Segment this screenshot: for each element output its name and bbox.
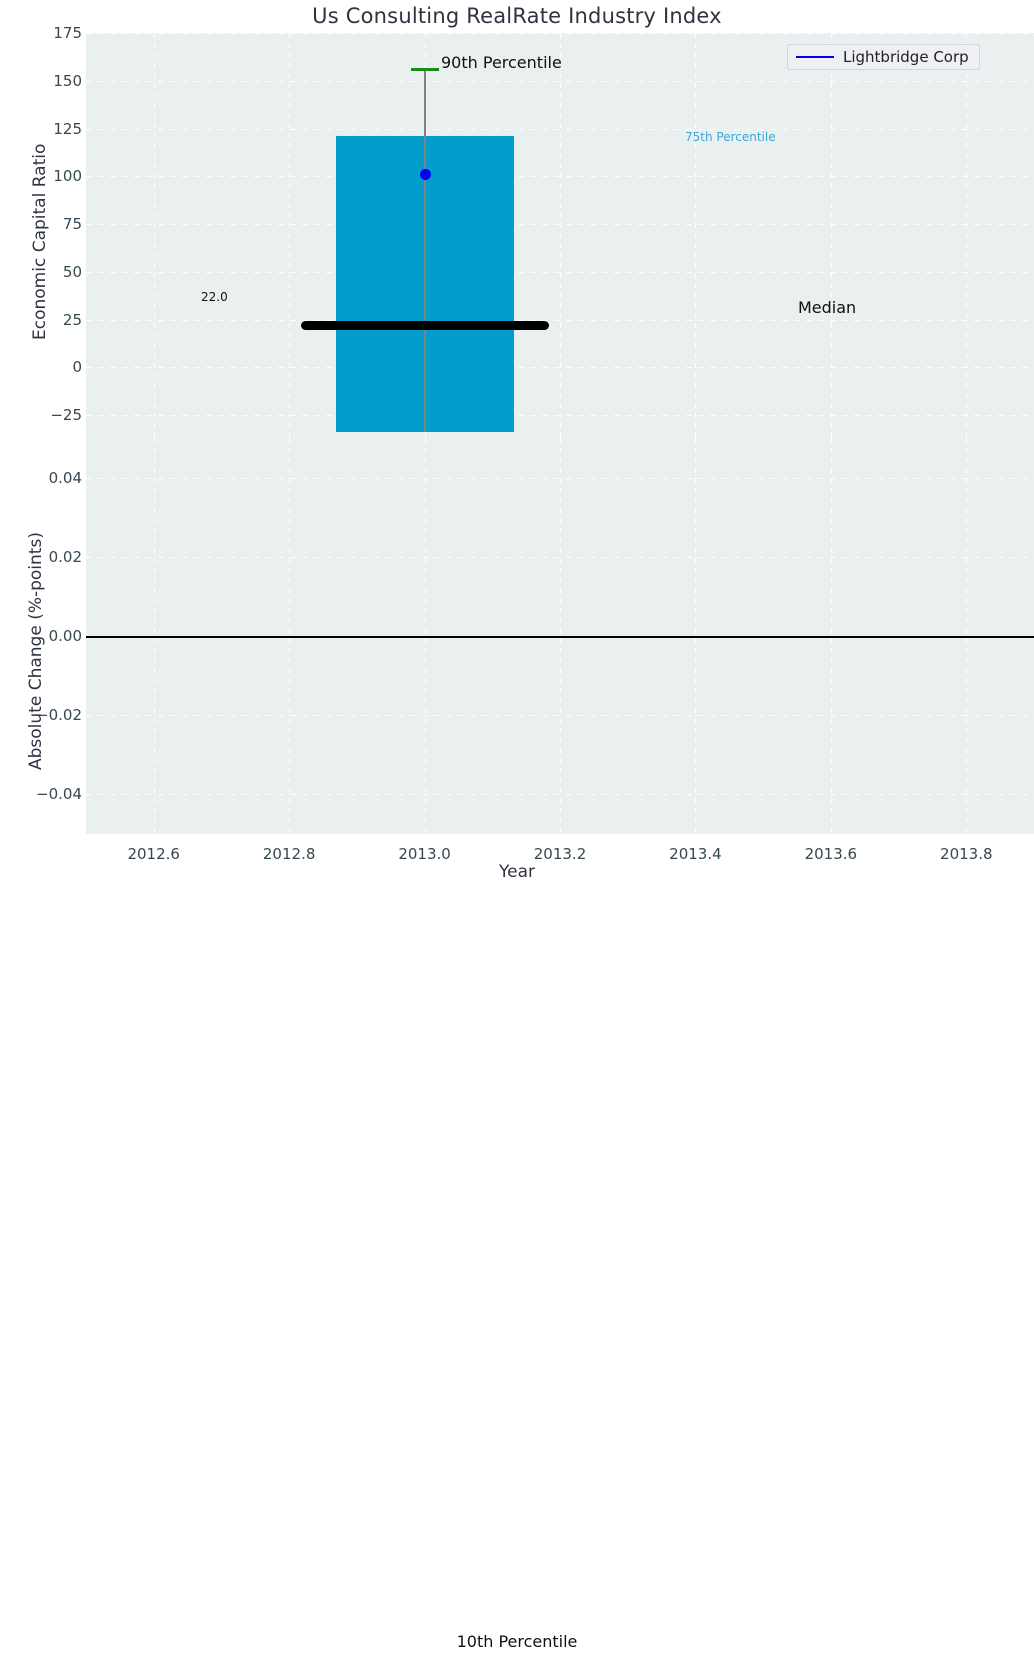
- x-axis-tick-label: 2012.6: [127, 845, 180, 863]
- y-axis-tick-label: −0.02: [36, 706, 82, 725]
- median-line: [300, 321, 549, 331]
- y-axis-tick-label: 150: [53, 71, 82, 90]
- x-axis-tick-label: 2013.6: [804, 845, 858, 863]
- y-axis-tick-label: 100: [53, 167, 82, 186]
- chart-title: Us Consulting RealRate Industry Index: [312, 4, 722, 28]
- y-axis-tick-label: 0.04: [48, 468, 82, 487]
- whisker-line: [423, 69, 426, 433]
- gridline-horizontal: [86, 715, 1034, 717]
- gridline-vertical: [966, 33, 968, 438]
- annotation-90th-percentile: 90th Percentile: [441, 53, 562, 72]
- y-axis-tick-label: 50: [62, 262, 82, 281]
- gridline-horizontal: [86, 556, 1034, 558]
- x-axis-tick-label: 2012.8: [262, 845, 316, 863]
- gridline-horizontal: [86, 319, 1034, 321]
- y-axis-tick-label: 0.02: [48, 547, 82, 566]
- chart-legend[interactable]: Lightbridge Corp: [787, 44, 980, 70]
- top-plot-area: [86, 33, 1034, 438]
- x-axis-tick-label: 2013.2: [533, 845, 587, 863]
- legend-line-swatch: [796, 56, 834, 58]
- x-axis-label: Year: [499, 862, 535, 882]
- annotation-10th-percentile: 10th Percentile: [456, 1632, 578, 1651]
- x-axis-tick-label: 2013.0: [398, 845, 451, 863]
- whisker-cap-90th: [410, 68, 439, 72]
- zero-baseline: [86, 636, 1034, 638]
- gridline-vertical: [560, 33, 561, 438]
- legend-label-lightbridge-corp: Lightbridge Corp: [843, 48, 969, 66]
- gridline-horizontal: [86, 224, 1034, 226]
- annotation-75th-percentile: 75th Percentile: [685, 130, 776, 144]
- annotation-median: Median: [798, 298, 857, 317]
- gridline-horizontal: [86, 415, 1034, 417]
- gridline-horizontal: [86, 176, 1034, 178]
- gridline-horizontal: [86, 128, 1034, 130]
- y-axis-tick-label: −25: [50, 406, 82, 425]
- y-axis-ticks-top: 175 150 125 100 75 50 25 0 −25: [0, 0, 82, 1657]
- y-axis-tick-label: 25: [62, 310, 82, 329]
- x-axis-tick-label: 2013.8: [940, 845, 993, 863]
- gridline-vertical: [289, 33, 291, 438]
- gridline-horizontal: [86, 33, 1034, 34]
- y-axis-tick-label: 175: [53, 24, 82, 42]
- y-axis-tick-label: 75: [62, 215, 82, 234]
- y-axis-tick-label: 0: [72, 358, 82, 377]
- gridline-horizontal: [86, 367, 1034, 369]
- gridline-horizontal: [86, 477, 1034, 479]
- y-axis-tick-label: 0.00: [48, 627, 82, 645]
- x-axis-tick-label: 2013.4: [669, 845, 722, 863]
- gridline-vertical: [830, 33, 832, 438]
- y-axis-ticks-bottom: 0.04 0.02 0.00 −0.02 −0.04: [0, 0, 82, 1657]
- gridline-horizontal: [86, 794, 1034, 796]
- median-value-label: 22.0: [201, 290, 228, 304]
- gridline-vertical: [153, 33, 155, 438]
- gridline-horizontal: [86, 271, 1034, 273]
- gridline-horizontal: [86, 80, 1034, 82]
- y-axis-tick-label: −0.04: [36, 785, 82, 804]
- series-marker-lightbridge-corp: [419, 169, 431, 181]
- gridline-vertical: [695, 33, 697, 438]
- y-axis-tick-label: 125: [53, 119, 82, 138]
